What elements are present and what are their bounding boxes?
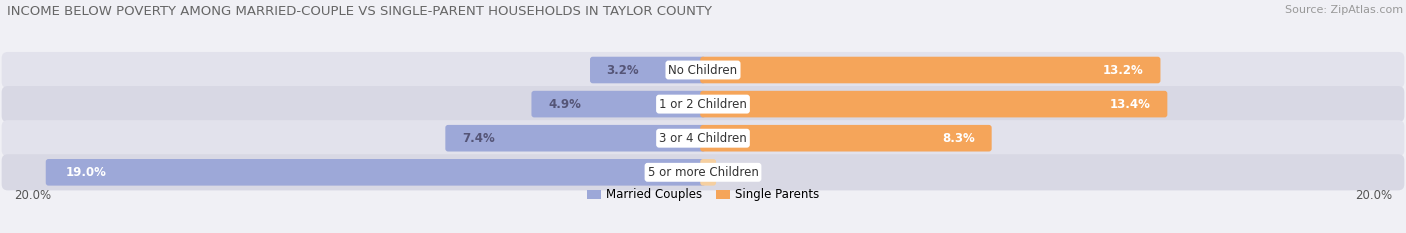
Text: 13.4%: 13.4% (1109, 98, 1152, 111)
FancyBboxPatch shape (700, 91, 1167, 117)
Text: INCOME BELOW POVERTY AMONG MARRIED-COUPLE VS SINGLE-PARENT HOUSEHOLDS IN TAYLOR : INCOME BELOW POVERTY AMONG MARRIED-COUPL… (7, 5, 711, 18)
FancyBboxPatch shape (591, 57, 706, 83)
Text: 5 or more Children: 5 or more Children (648, 166, 758, 179)
FancyBboxPatch shape (700, 159, 716, 186)
Text: 3.2%: 3.2% (606, 64, 640, 76)
Text: 0.0%: 0.0% (717, 166, 749, 179)
Legend: Married Couples, Single Parents: Married Couples, Single Parents (582, 184, 824, 206)
Text: 3 or 4 Children: 3 or 4 Children (659, 132, 747, 145)
FancyBboxPatch shape (46, 159, 706, 186)
Text: 20.0%: 20.0% (14, 189, 51, 202)
Text: No Children: No Children (668, 64, 738, 76)
Text: 13.2%: 13.2% (1104, 64, 1144, 76)
Text: 4.9%: 4.9% (548, 98, 581, 111)
Text: 20.0%: 20.0% (1355, 189, 1392, 202)
FancyBboxPatch shape (1, 86, 1405, 122)
FancyBboxPatch shape (1, 120, 1405, 156)
FancyBboxPatch shape (1, 52, 1405, 88)
FancyBboxPatch shape (700, 57, 1160, 83)
Text: 7.4%: 7.4% (461, 132, 495, 145)
FancyBboxPatch shape (446, 125, 706, 151)
FancyBboxPatch shape (531, 91, 706, 117)
FancyBboxPatch shape (1, 154, 1405, 190)
Text: 19.0%: 19.0% (66, 166, 107, 179)
Text: Source: ZipAtlas.com: Source: ZipAtlas.com (1285, 5, 1403, 15)
Text: 1 or 2 Children: 1 or 2 Children (659, 98, 747, 111)
FancyBboxPatch shape (700, 125, 991, 151)
Text: 8.3%: 8.3% (942, 132, 976, 145)
